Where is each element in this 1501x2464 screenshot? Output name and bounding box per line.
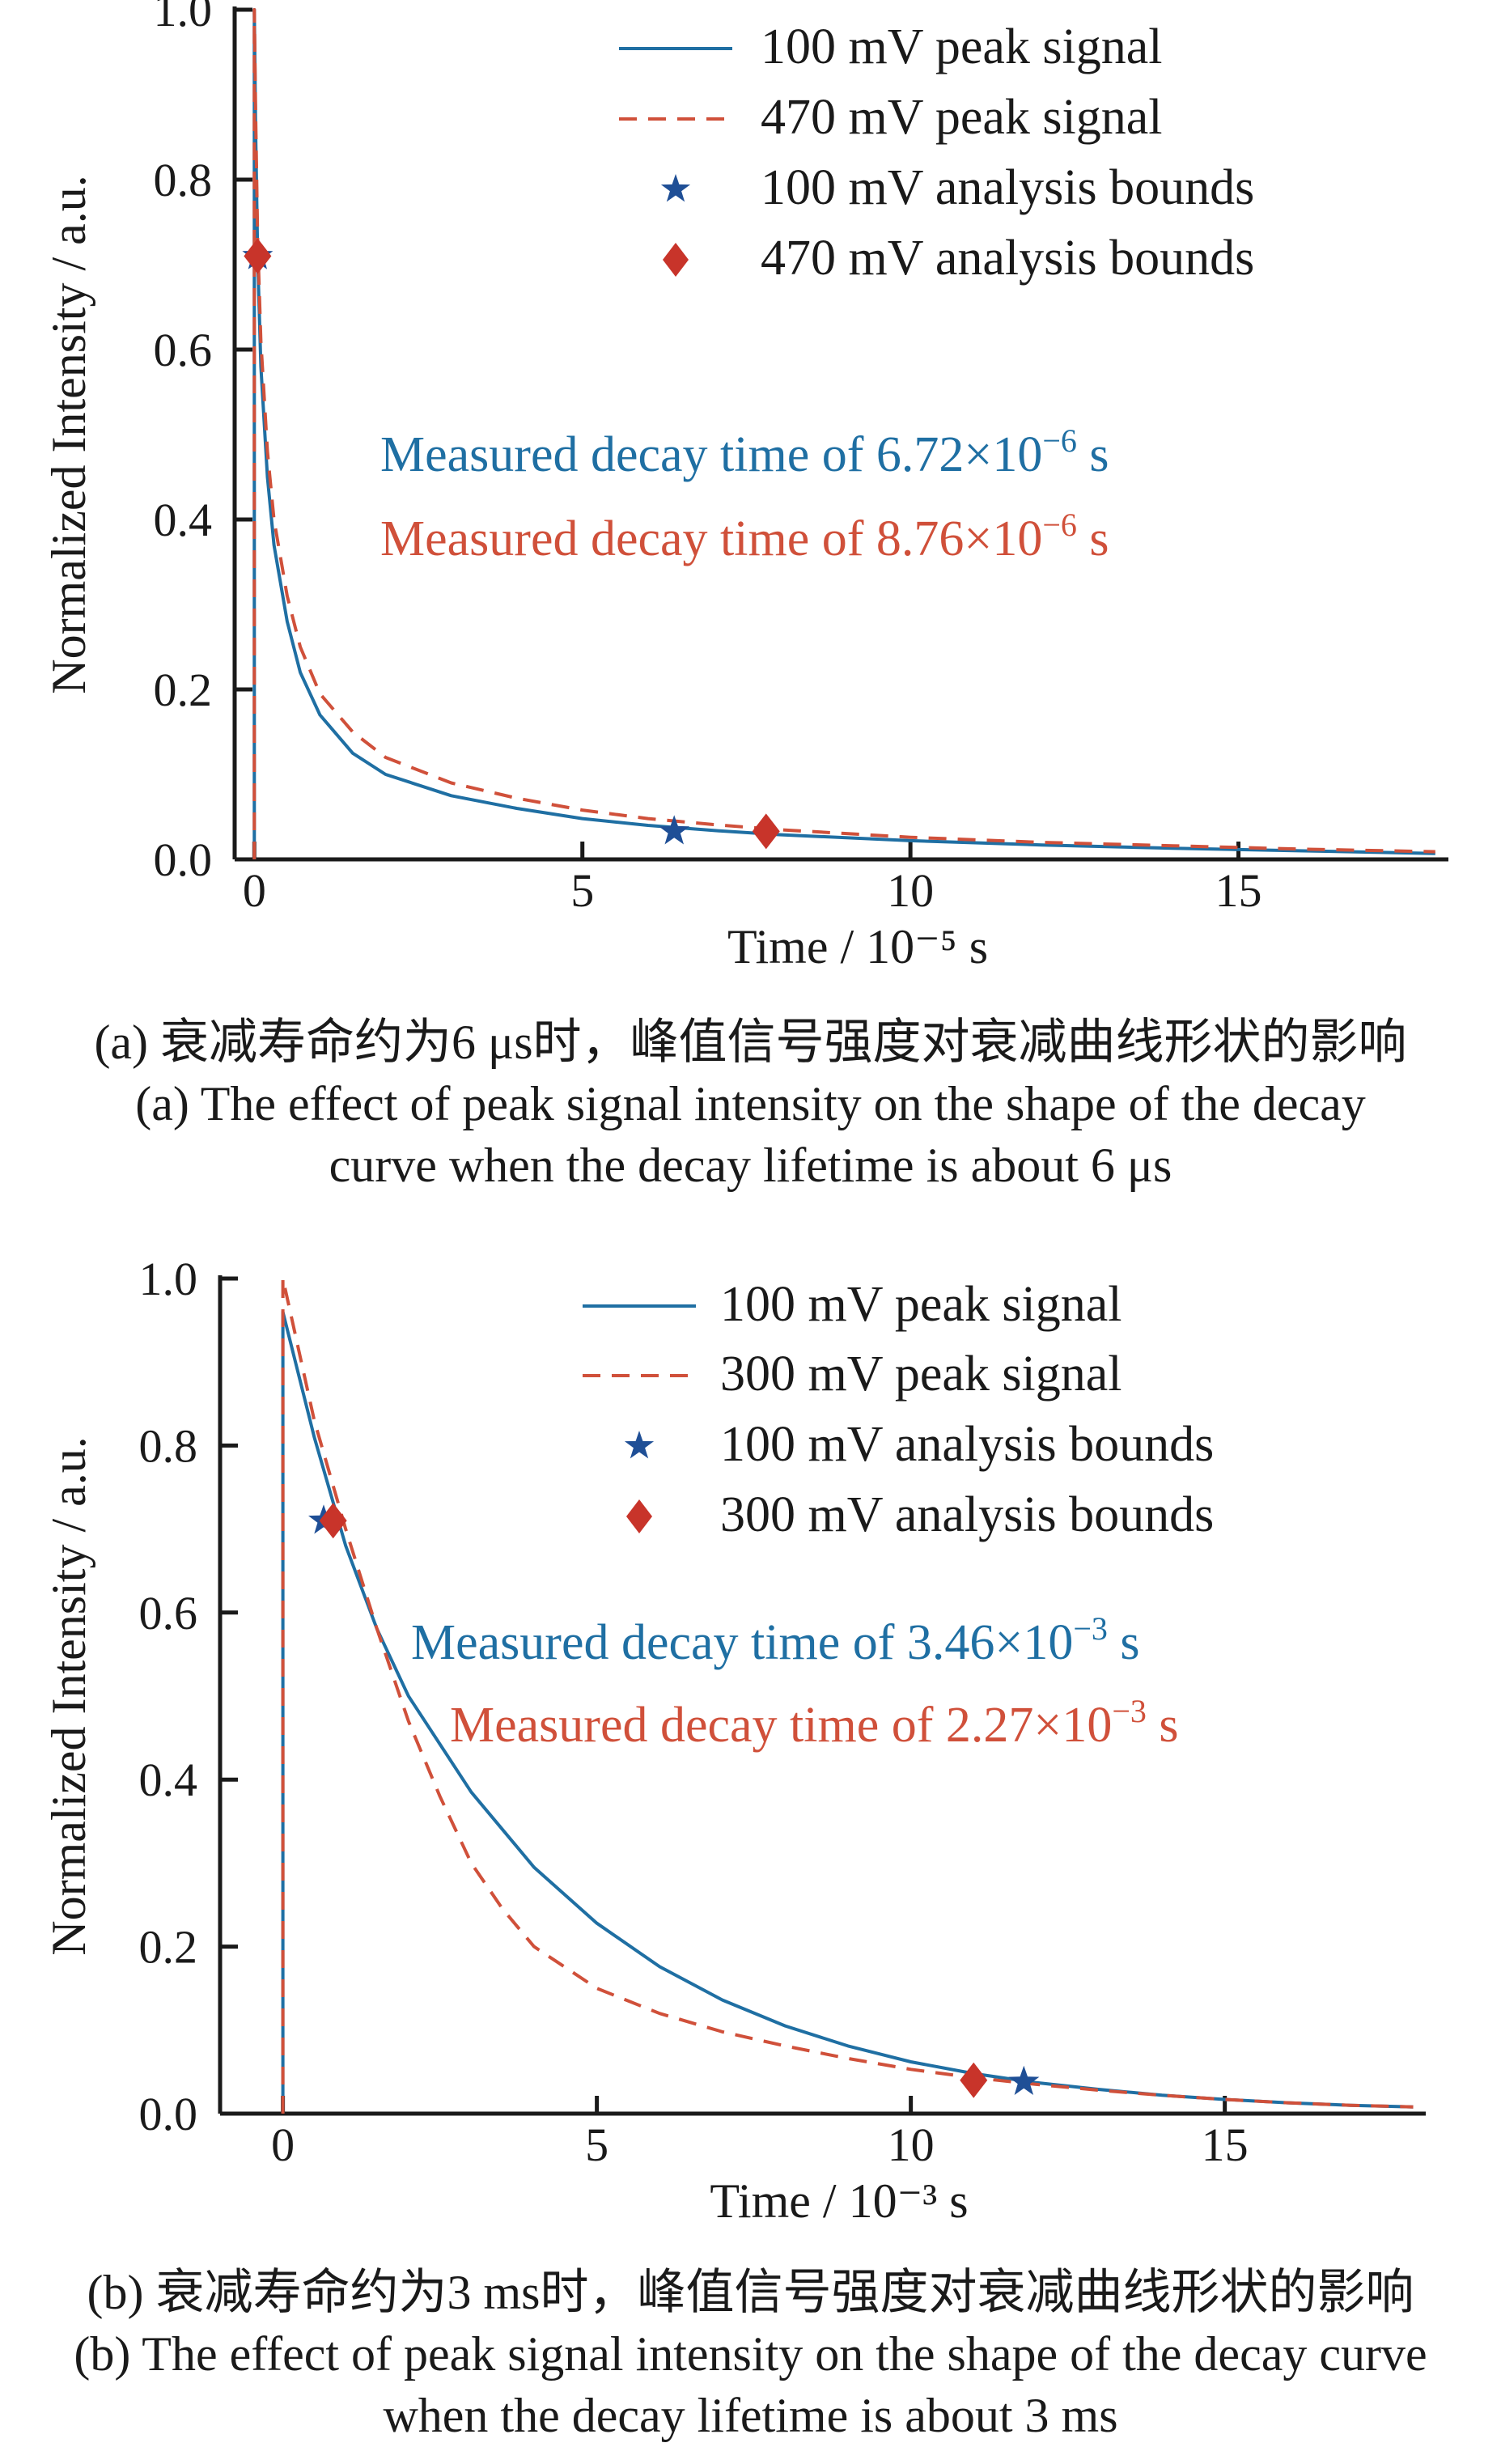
y-tick-label: 0.2 (139, 1921, 198, 1974)
decay-time-annotation: Measured decay time of 8.76×10−6 s (380, 507, 1109, 566)
caption-b-chinese: (b) 衰减寿命约为3 ms时，峰值信号强度对衰减曲线形状的影响 (87, 2266, 1414, 2319)
diamond-marker (752, 813, 780, 850)
legend-label: 100 mV peak signal (761, 19, 1163, 74)
x-tick-label: 5 (570, 864, 594, 917)
x-axis-title: Time / 10⁻⁵ s (727, 920, 988, 973)
y-tick-label: 0.6 (139, 1587, 198, 1639)
decay-time-annotation: Measured decay time of 2.27×10−3 s (450, 1693, 1179, 1753)
star-marker (1008, 2065, 1040, 2095)
x-tick-label: 0 (271, 2118, 295, 2171)
decay-chart-b: 0.0 0.2 0.4 0.6 0.8 1.0 0 5 10 15 Time / 10⁻³ s Nor… (42, 1253, 1426, 2228)
diamond-marker (960, 2062, 988, 2098)
diamond-marker (319, 1503, 347, 1539)
legend-label: 100 mV analysis bounds (761, 160, 1254, 215)
x-tick-label: 0 (243, 864, 266, 917)
legend-star-marker (660, 174, 691, 202)
y-axis-title: Normalized Intensity / a.u. (42, 175, 95, 693)
y-tick-label: 0.4 (139, 1754, 198, 1806)
y-axis-title: Normalized Intensity / a.u. (42, 1436, 95, 1955)
y-tick-label: 0.2 (154, 664, 213, 716)
caption-b-english-line1: (b) The effect of peak signal intensity … (74, 2327, 1427, 2381)
legend-label: 100 mV analysis bounds (720, 1417, 1214, 1472)
legend-diamond-marker (626, 1499, 652, 1533)
legend-label: 470 mV analysis bounds (761, 231, 1254, 286)
legend-label: 470 mV peak signal (761, 90, 1163, 145)
x-tick-label: 15 (1202, 2118, 1249, 2171)
series-line (252, 8, 1435, 859)
y-tick-label: 0.0 (154, 833, 213, 886)
series-line (281, 1310, 1414, 2114)
decay-chart-a: 0.0 0.2 0.4 0.6 0.8 1.0 0 5 10 15 Time / 10⁻⁵ s Nor… (42, 0, 1448, 973)
legend-label: 300 mV analysis bounds (720, 1487, 1214, 1542)
y-tick-label: 0.0 (139, 2088, 198, 2140)
y-tick-label: 1.0 (154, 0, 213, 36)
y-tick-label: 1.0 (139, 1253, 198, 1305)
x-tick-label: 15 (1215, 864, 1262, 917)
x-tick-label: 10 (888, 2118, 935, 2171)
legend-star-marker (624, 1431, 655, 1459)
y-tick-label: 0.8 (139, 1419, 198, 1472)
caption-a-chinese: (a) 衰减寿命约为6 μs时，峰值信号强度对衰减曲线形状的影响 (94, 1016, 1407, 1069)
chart-panel-a: 0.0 0.2 0.4 0.6 0.8 1.0 0 5 10 15 Time / 10⁻⁵ s Nor… (0, 0, 1501, 1214)
x-axis-title: Time / 10⁻³ s (710, 2174, 968, 2228)
caption-a-english-line1: (a) The effect of peak signal intensity … (135, 1077, 1366, 1130)
star-marker (659, 815, 690, 845)
legend-label: 300 mV peak signal (720, 1347, 1122, 1402)
caption-a-english-line2: curve when the decay lifetime is about 6… (329, 1139, 1172, 1192)
chart-panel-b: 0.0 0.2 0.4 0.6 0.8 1.0 0 5 10 15 Time / 10⁻³ s Nor… (0, 1246, 1501, 2464)
decay-time-annotation: Measured decay time of 3.46×10−3 s (411, 1610, 1140, 1670)
y-tick-label: 0.8 (154, 154, 213, 206)
diamond-marker (244, 238, 272, 274)
legend-diamond-marker (663, 243, 689, 277)
x-tick-label: 5 (585, 2118, 608, 2171)
series-line (281, 1277, 1414, 2114)
legend-label: 100 mV peak signal (720, 1277, 1122, 1332)
y-tick-label: 0.4 (154, 494, 213, 546)
caption-b-english-line2: when the decay lifetime is about 3 ms (383, 2389, 1118, 2442)
x-tick-label: 10 (887, 864, 934, 917)
y-tick-label: 0.6 (154, 324, 213, 376)
decay-time-annotation: Measured decay time of 6.72×10−6 s (380, 422, 1109, 482)
